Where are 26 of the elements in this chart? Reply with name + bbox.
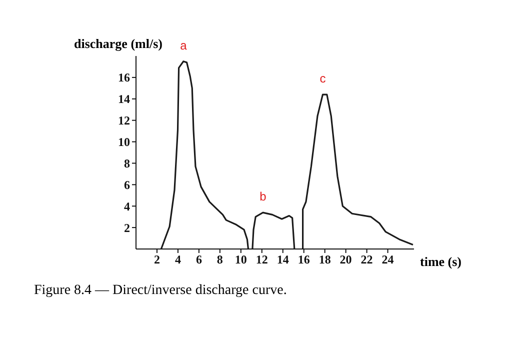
x-tick-label: 10 bbox=[234, 252, 247, 267]
y-tick-label: 2 bbox=[124, 220, 130, 235]
x-tick-label: 8 bbox=[216, 252, 223, 267]
x-tick-label: 16 bbox=[298, 252, 310, 267]
x-tick-label: 6 bbox=[196, 252, 202, 267]
annotation: a bbox=[180, 38, 188, 52]
x-tick-label: 14 bbox=[276, 252, 289, 267]
x-tick-label: 4 bbox=[174, 252, 181, 267]
x-tick-label: 20 bbox=[340, 252, 352, 267]
y-tick-label: 10 bbox=[118, 135, 130, 150]
x-tick-label: 12 bbox=[256, 252, 268, 267]
annotation: c bbox=[320, 72, 326, 86]
x-tick-label: 18 bbox=[318, 252, 331, 267]
x-axis-title: time (s) bbox=[420, 254, 462, 270]
y-tick-label: 4 bbox=[124, 199, 130, 214]
x-tick-label: 2 bbox=[154, 252, 160, 267]
y-tick-label: 8 bbox=[124, 156, 130, 170]
y-axis-title: discharge (ml/s) bbox=[74, 36, 162, 52]
y-tick-label: 14 bbox=[118, 92, 130, 106]
x-tick-label: 22 bbox=[360, 252, 373, 267]
y-tick-label: 16 bbox=[118, 70, 130, 85]
annotation: b bbox=[260, 190, 267, 204]
y-tick-label: 12 bbox=[118, 114, 130, 128]
x-tick-label: 24 bbox=[382, 252, 394, 267]
y-tick-label: 6 bbox=[124, 178, 130, 192]
caption: Figure 8.4 — Direct/inverse discharge curve. bbox=[34, 283, 287, 299]
